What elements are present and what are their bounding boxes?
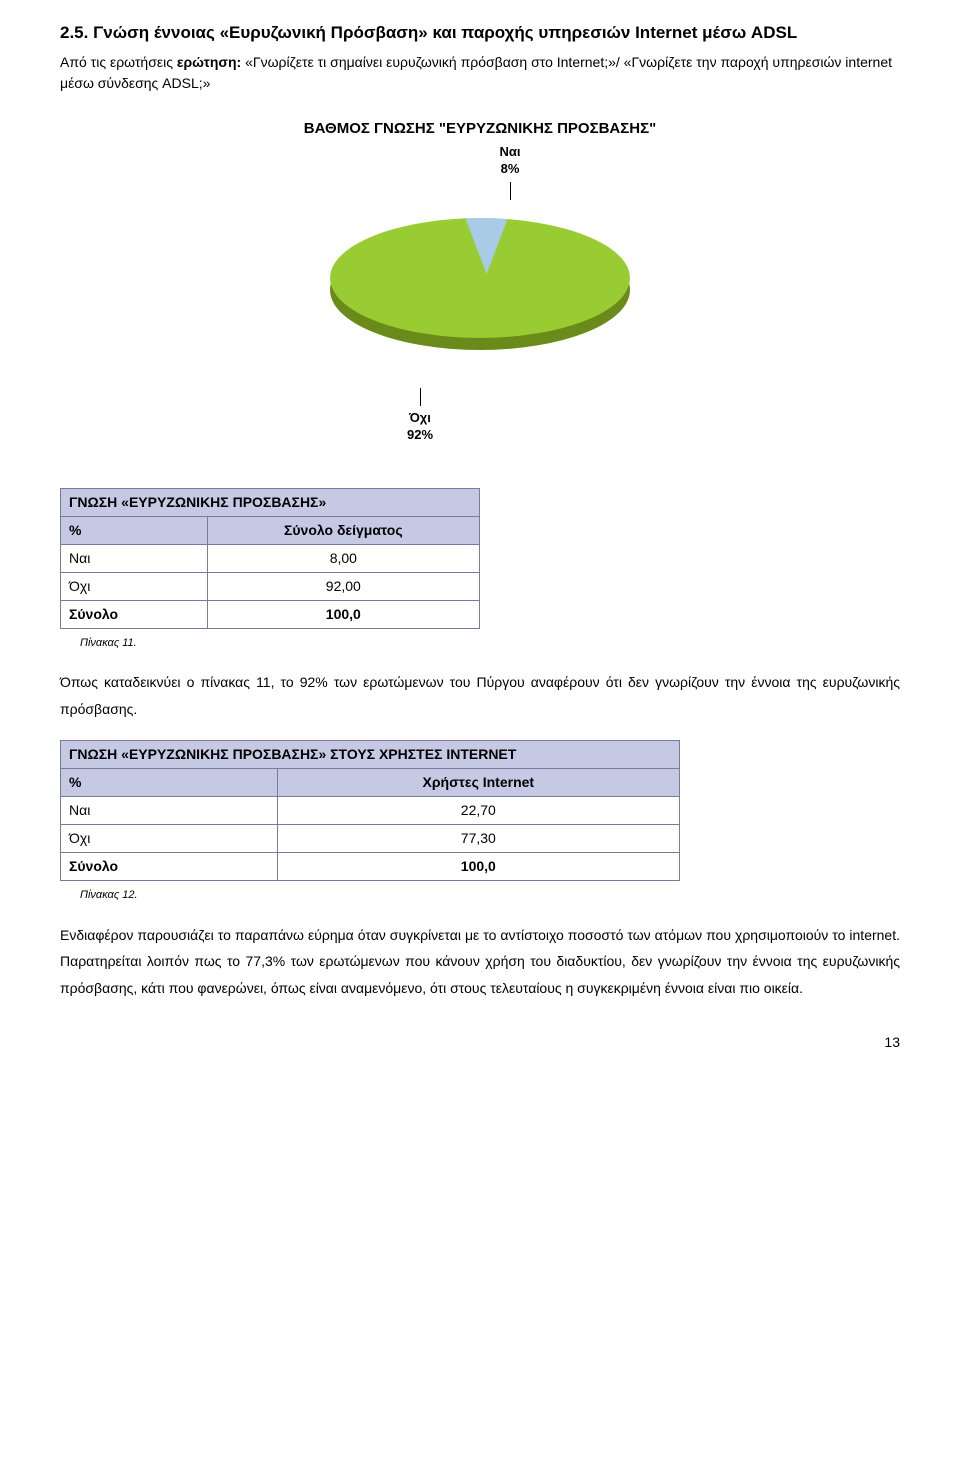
- table1-col-sample: Σύνολο δείγματος: [207, 516, 479, 544]
- pie-top: [330, 218, 630, 338]
- slice-large-label: Όχι 92%: [407, 410, 433, 444]
- slice-large-name: Όχι: [409, 410, 431, 425]
- slice-small-value: 8%: [501, 161, 520, 176]
- pie-small-slice: [465, 218, 509, 274]
- paragraph-2: Ενδιαφέρον παρουσιάζει το παραπάνω εύρημ…: [60, 922, 900, 1002]
- slice-small-label-wrap: Ναι 8%: [280, 144, 740, 200]
- pie-chart: ΒΑΘΜΟΣ ΓΝΩΣΗΣ "ΕΥΡΥΖΩΝΙΚΗΣ ΠΡΟΣΒΑΣΗΣ" Να…: [220, 118, 740, 448]
- pie-graphic: [330, 200, 630, 370]
- slice-small-label: Ναι 8%: [500, 144, 521, 178]
- table-row: % Σύνολο δείγματος: [61, 516, 480, 544]
- table-row: Ναι 8,00: [61, 544, 480, 572]
- page-number: 13: [60, 1032, 900, 1053]
- intro-prefix: Από τις ερωτήσεις: [60, 54, 177, 70]
- t2-r1-label: Όχι: [61, 825, 278, 853]
- chart-title: ΒΑΘΜΟΣ ΓΝΩΣΗΣ "ΕΥΡΥΖΩΝΙΚΗΣ ΠΡΟΣΒΑΣΗΣ": [220, 118, 740, 141]
- t1-total-label: Σύνολο: [61, 600, 208, 628]
- table-2: ΓΝΩΣΗ «ΕΥΡΥΖΩΝΙΚΗΣ ΠΡΟΣΒΑΣΗΣ» ΣΤΟΥΣ ΧΡΗΣ…: [60, 740, 680, 881]
- section-heading: 2.5. Γνώση έννοιας «Ευρυζωνική Πρόσβαση»…: [60, 20, 900, 46]
- t1-r1-val: 92,00: [207, 572, 479, 600]
- t2-total-val: 100,0: [277, 853, 679, 881]
- t1-total-val: 100,0: [207, 600, 479, 628]
- table-row: Όχι 92,00: [61, 572, 480, 600]
- table-row: Σύνολο 100,0: [61, 600, 480, 628]
- t2-r1-val: 77,30: [277, 825, 679, 853]
- intro-paragraph: Από τις ερωτήσεις ερώτηση: «Γνωρίζετε τι…: [60, 52, 900, 94]
- table1-title: ΓΝΩΣΗ «ΕΥΡΥΖΩΝΙΚΗΣ ΠΡΟΣΒΑΣΗΣ»: [61, 488, 480, 516]
- slice-small-name: Ναι: [500, 144, 521, 159]
- table-row: Σύνολο 100,0: [61, 853, 680, 881]
- table-row: Όχι 77,30: [61, 825, 680, 853]
- table-row: Ναι 22,70: [61, 797, 680, 825]
- table2-title: ΓΝΩΣΗ «ΕΥΡΥΖΩΝΙΚΗΣ ΠΡΟΣΒΑΣΗΣ» ΣΤΟΥΣ ΧΡΗΣ…: [61, 741, 680, 769]
- t1-r0-val: 8,00: [207, 544, 479, 572]
- table1-caption: Πίνακας 11.: [80, 635, 900, 652]
- table-row: % Χρήστες Internet: [61, 769, 680, 797]
- t2-r0-label: Ναι: [61, 797, 278, 825]
- intro-bold: ερώτηση:: [177, 54, 241, 70]
- table2-col-users: Χρήστες Internet: [277, 769, 679, 797]
- table-row: ΓΝΩΣΗ «ΕΥΡΥΖΩΝΙΚΗΣ ΠΡΟΣΒΑΣΗΣ»: [61, 488, 480, 516]
- slice-large-label-wrap: Όχι 92%: [100, 388, 740, 448]
- table1-col-pct: %: [61, 516, 208, 544]
- leader-line-bottom: [420, 388, 421, 406]
- table-row: ΓΝΩΣΗ «ΕΥΡΥΖΩΝΙΚΗΣ ΠΡΟΣΒΑΣΗΣ» ΣΤΟΥΣ ΧΡΗΣ…: [61, 741, 680, 769]
- table-1: ΓΝΩΣΗ «ΕΥΡΥΖΩΝΙΚΗΣ ΠΡΟΣΒΑΣΗΣ» % Σύνολο δ…: [60, 488, 480, 629]
- paragraph-1: Όπως καταδεικνύει ο πίνακας 11, το 92% τ…: [60, 669, 900, 722]
- table2-col-pct: %: [61, 769, 278, 797]
- t2-total-label: Σύνολο: [61, 853, 278, 881]
- heading-text: Γνώση έννοιας «Ευρυζωνική Πρόσβαση» και …: [93, 23, 797, 42]
- heading-number: 2.5.: [60, 23, 88, 42]
- t2-r0-val: 22,70: [277, 797, 679, 825]
- slice-large-value: 92%: [407, 427, 433, 442]
- leader-line-top: [510, 182, 511, 200]
- t1-r1-label: Όχι: [61, 572, 208, 600]
- t1-r0-label: Ναι: [61, 544, 208, 572]
- table2-caption: Πίνακας 12.: [80, 887, 900, 904]
